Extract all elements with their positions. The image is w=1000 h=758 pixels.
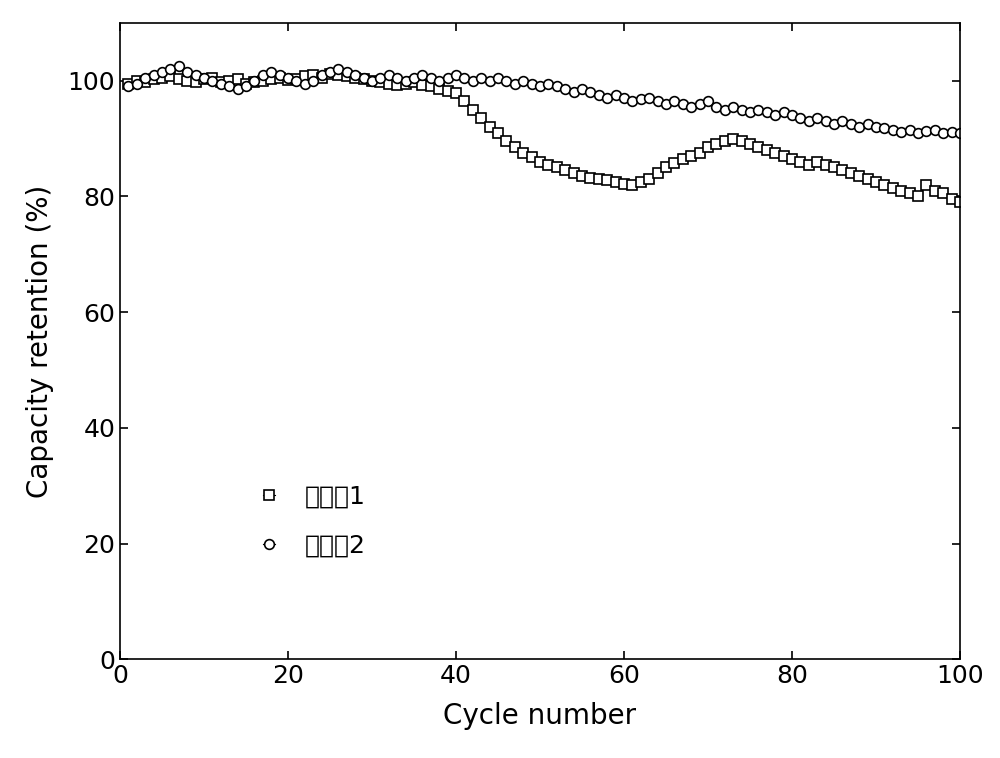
实施例1 [954, 198, 966, 207]
实施例2 [559, 85, 571, 94]
实施例2 [929, 125, 941, 134]
实施例1 [324, 69, 336, 78]
X-axis label: Cycle number: Cycle number [443, 702, 637, 730]
实施例1 [895, 186, 907, 195]
实施例2 [173, 61, 185, 70]
实施例1 [122, 79, 134, 88]
实施例2 [626, 96, 638, 105]
实施例2 [290, 76, 302, 85]
实施例1 [626, 180, 638, 190]
Line: 实施例2: 实施例2 [124, 61, 965, 138]
Legend: 实施例1, 实施例2: 实施例1, 实施例2 [250, 472, 379, 571]
实施例2 [954, 128, 966, 137]
实施例1 [559, 166, 571, 175]
实施例1 [920, 180, 932, 190]
Line: 实施例1: 实施例1 [124, 69, 965, 207]
实施例2 [122, 82, 134, 91]
实施例2 [895, 127, 907, 136]
实施例1 [282, 76, 294, 85]
Y-axis label: Capacity retention (%): Capacity retention (%) [26, 184, 54, 498]
实施例2 [912, 128, 924, 137]
实施例1 [316, 74, 328, 83]
实施例2 [324, 67, 336, 77]
